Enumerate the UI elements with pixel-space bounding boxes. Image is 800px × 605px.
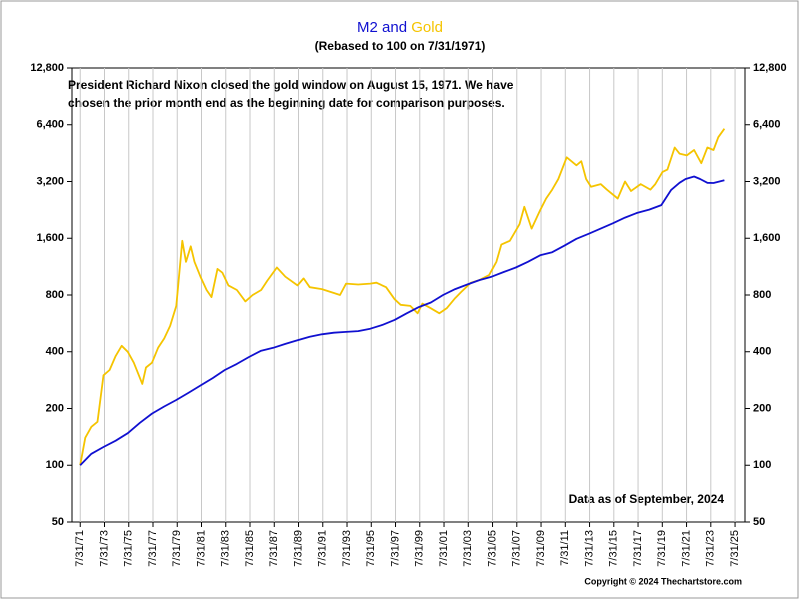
x-tick-label: 7/31/85 — [244, 530, 256, 567]
x-tick-label: 7/31/03 — [462, 530, 474, 567]
data-note: Data as of September, 2024 — [569, 492, 725, 506]
x-tick-label: 7/31/11 — [559, 530, 571, 566]
x-tick-label: 7/31/77 — [147, 530, 159, 567]
y2-tick-label: 400 — [753, 346, 771, 358]
x-tick-label: 7/31/13 — [583, 530, 595, 567]
x-tick-label: 7/31/17 — [632, 530, 644, 567]
y2-tick-label: 200 — [753, 402, 771, 414]
x-tick-label: 7/31/89 — [292, 530, 304, 567]
y2-tick-label: 3,200 — [753, 175, 781, 187]
x-tick-label: 7/31/05 — [486, 530, 498, 567]
x-tick-label: 7/31/01 — [438, 530, 450, 567]
x-tick-label: 7/31/91 — [317, 530, 329, 567]
y2-tick-label: 100 — [753, 459, 771, 471]
x-tick-label: 7/31/97 — [389, 530, 401, 567]
title-part: and — [378, 19, 411, 36]
x-tick-label: 7/31/21 — [680, 530, 692, 567]
y2-tick-label: 800 — [753, 289, 771, 301]
y2-tick-label: 50 — [753, 516, 765, 528]
x-tick-label: 7/31/19 — [656, 530, 668, 567]
series-line — [79, 128, 726, 466]
x-tick-label: 7/31/75 — [123, 530, 135, 567]
copyright: Copyright © 2024 Thechartstore.com — [584, 576, 742, 586]
x-tick-label: 7/31/83 — [220, 530, 232, 567]
x-tick-label: 7/31/73 — [98, 530, 110, 567]
y-tick-label: 6,400 — [36, 119, 64, 131]
x-tick-label: 7/31/81 — [195, 530, 207, 567]
title-part: Gold — [411, 19, 443, 36]
x-tick-label: 7/31/99 — [414, 530, 426, 567]
chart-title: M2 and Gold — [357, 19, 443, 36]
series-line — [79, 175, 725, 466]
y2-tick-label: 1,600 — [753, 232, 781, 244]
y-tick-label: 3,200 — [36, 175, 64, 187]
x-tick-label: 7/31/93 — [341, 530, 353, 567]
y-tick-label: 800 — [46, 289, 64, 301]
x-tick-label: 7/31/07 — [511, 530, 523, 567]
x-tick-label: 7/31/95 — [365, 530, 377, 567]
y2-tick-label: 12,800 — [753, 62, 787, 74]
title-part: M2 — [357, 19, 378, 36]
x-tick-label: 7/31/87 — [268, 530, 280, 567]
x-tick-label: 7/31/25 — [729, 530, 741, 567]
plot-area — [71, 67, 746, 523]
x-tick-label: 7/31/71 — [74, 530, 86, 567]
y-tick-label: 400 — [46, 346, 64, 358]
x-tick-label: 7/31/23 — [705, 530, 717, 567]
note-line: President Richard Nixon closed the gold … — [68, 78, 514, 92]
y-tick-label: 1,600 — [36, 232, 64, 244]
x-tick-label: 7/31/15 — [608, 530, 620, 567]
y-tick-label: 50 — [52, 516, 64, 528]
x-tick-label: 7/31/79 — [171, 530, 183, 567]
y-tick-label: 100 — [46, 459, 64, 471]
x-tick-label: 7/31/09 — [535, 530, 547, 567]
chart-subtitle: (Rebased to 100 on 7/31/1971) — [315, 39, 486, 53]
y2-tick-label: 6,400 — [753, 119, 781, 131]
y-tick-label: 12,800 — [30, 62, 64, 74]
y-tick-label: 200 — [46, 402, 64, 414]
note-line: chosen the prior month end as the beginn… — [68, 96, 505, 110]
